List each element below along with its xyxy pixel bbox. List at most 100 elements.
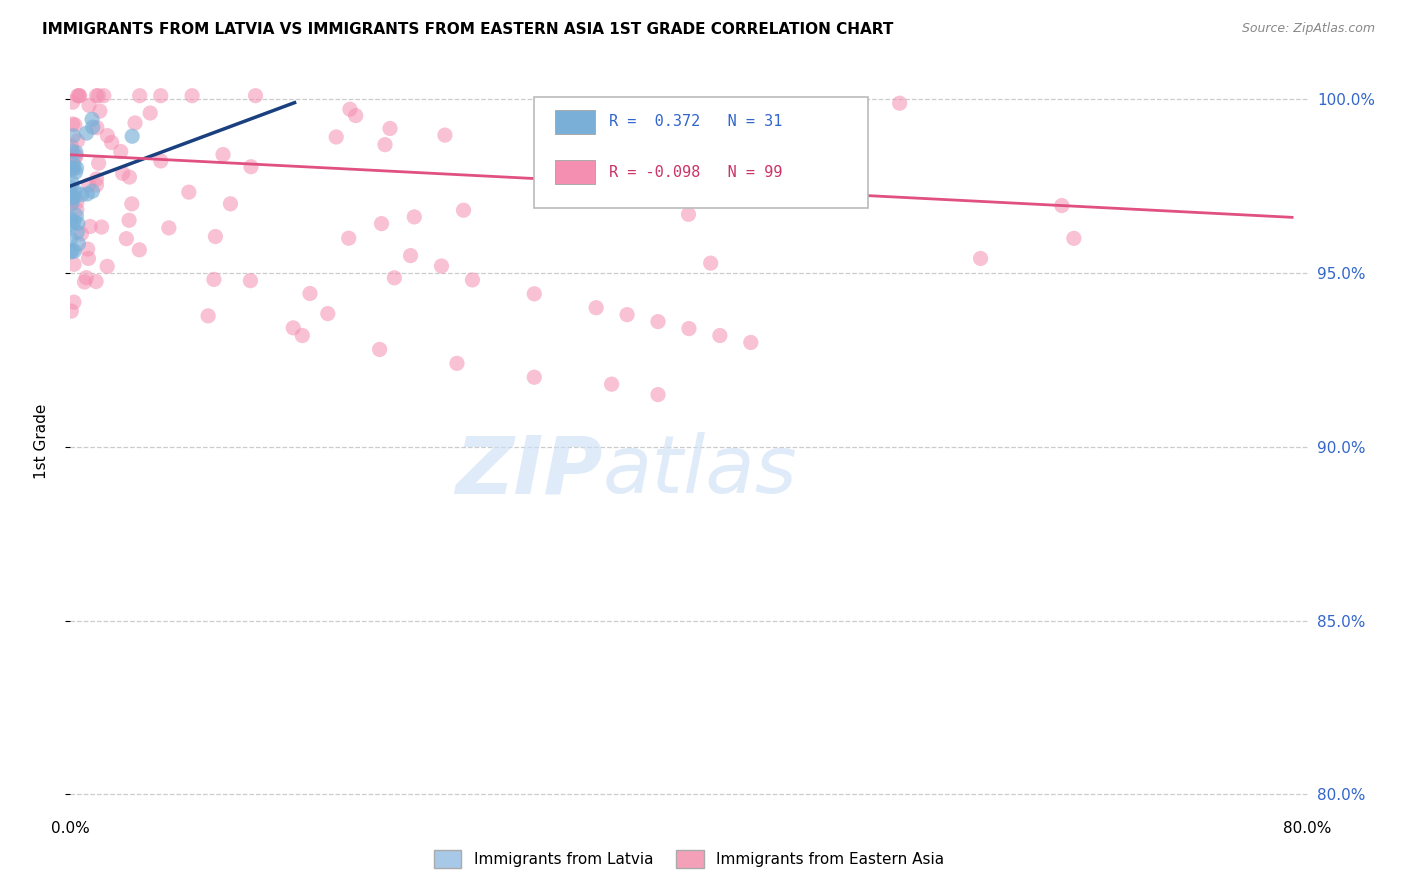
Point xyxy=(298,286,321,301)
Point xyxy=(79,219,101,234)
Point xyxy=(202,272,225,286)
Point xyxy=(433,128,456,142)
Point xyxy=(339,102,361,116)
Bar xyxy=(555,161,595,184)
Point xyxy=(62,161,84,175)
Point xyxy=(67,88,90,103)
Point xyxy=(65,161,87,175)
Point xyxy=(111,166,134,180)
Point xyxy=(86,178,108,192)
Point xyxy=(89,104,111,119)
Point xyxy=(969,252,991,266)
Point xyxy=(118,213,141,227)
Point xyxy=(73,275,96,289)
Point xyxy=(337,231,360,245)
Point xyxy=(66,195,89,210)
Point xyxy=(245,88,267,103)
Point xyxy=(453,203,475,218)
Point xyxy=(63,118,86,132)
Point xyxy=(177,185,200,199)
Point xyxy=(430,259,453,273)
Point xyxy=(63,190,86,204)
Point xyxy=(63,244,86,259)
Point xyxy=(59,211,82,226)
Point xyxy=(382,270,405,285)
Text: IMMIGRANTS FROM LATVIA VS IMMIGRANTS FROM EASTERN ASIA 1ST GRADE CORRELATION CHA: IMMIGRANTS FROM LATVIA VS IMMIGRANTS FRO… xyxy=(42,22,894,37)
Point xyxy=(157,220,180,235)
Point xyxy=(65,145,87,160)
Point xyxy=(370,217,392,231)
Point xyxy=(115,232,138,246)
Point xyxy=(60,217,83,231)
Point xyxy=(291,328,314,343)
Point xyxy=(86,88,108,103)
Bar xyxy=(555,110,595,134)
Point xyxy=(62,158,84,172)
Point xyxy=(374,137,396,152)
Point xyxy=(77,178,100,192)
Point xyxy=(70,227,93,241)
Point xyxy=(63,295,86,310)
Point xyxy=(66,225,89,239)
Point xyxy=(100,136,122,150)
Text: R =  0.372   N = 31: R = 0.372 N = 31 xyxy=(609,114,782,129)
Point xyxy=(69,88,91,103)
Point xyxy=(96,128,118,143)
Point xyxy=(86,120,108,135)
Point xyxy=(96,260,118,274)
Point xyxy=(66,88,89,103)
Point xyxy=(523,286,546,301)
Point xyxy=(60,138,83,153)
Legend: Immigrants from Latvia, Immigrants from Eastern Asia: Immigrants from Latvia, Immigrants from … xyxy=(427,844,950,874)
Point xyxy=(212,147,235,161)
Point xyxy=(87,88,110,103)
Point xyxy=(204,229,226,244)
Point xyxy=(585,301,607,315)
Point xyxy=(76,242,98,256)
Point xyxy=(616,308,638,322)
Point xyxy=(77,98,100,112)
Point xyxy=(59,180,82,194)
Point xyxy=(110,145,132,159)
Point xyxy=(82,120,104,134)
Point xyxy=(461,273,484,287)
Point xyxy=(678,321,700,335)
Point xyxy=(65,148,87,162)
Point xyxy=(62,117,84,131)
Point xyxy=(118,170,141,185)
Point xyxy=(121,129,143,144)
Point xyxy=(762,181,785,195)
Text: atlas: atlas xyxy=(602,432,797,510)
Y-axis label: 1st Grade: 1st Grade xyxy=(35,404,49,479)
Point xyxy=(60,162,83,177)
Point xyxy=(139,106,162,120)
Point xyxy=(647,315,669,329)
Point xyxy=(149,153,172,168)
Point xyxy=(399,249,422,263)
Point xyxy=(76,186,98,201)
Point xyxy=(128,88,150,103)
Text: Source: ZipAtlas.com: Source: ZipAtlas.com xyxy=(1241,22,1375,36)
Point xyxy=(62,95,84,110)
Point xyxy=(63,257,86,271)
Point xyxy=(283,321,305,335)
Point xyxy=(149,88,172,103)
Point xyxy=(523,370,546,384)
Point xyxy=(678,207,700,221)
Point xyxy=(647,387,669,401)
Point xyxy=(368,343,391,357)
Point xyxy=(1063,231,1085,245)
Point xyxy=(82,112,104,127)
Point xyxy=(66,202,89,217)
Point xyxy=(60,144,83,158)
Point xyxy=(62,128,84,143)
Point xyxy=(84,275,107,289)
Point xyxy=(93,88,115,103)
Point xyxy=(60,244,83,258)
Point xyxy=(240,160,263,174)
Point xyxy=(75,270,97,285)
Point xyxy=(65,165,87,179)
Point xyxy=(219,196,242,211)
Point xyxy=(59,232,82,246)
Point xyxy=(60,304,83,318)
